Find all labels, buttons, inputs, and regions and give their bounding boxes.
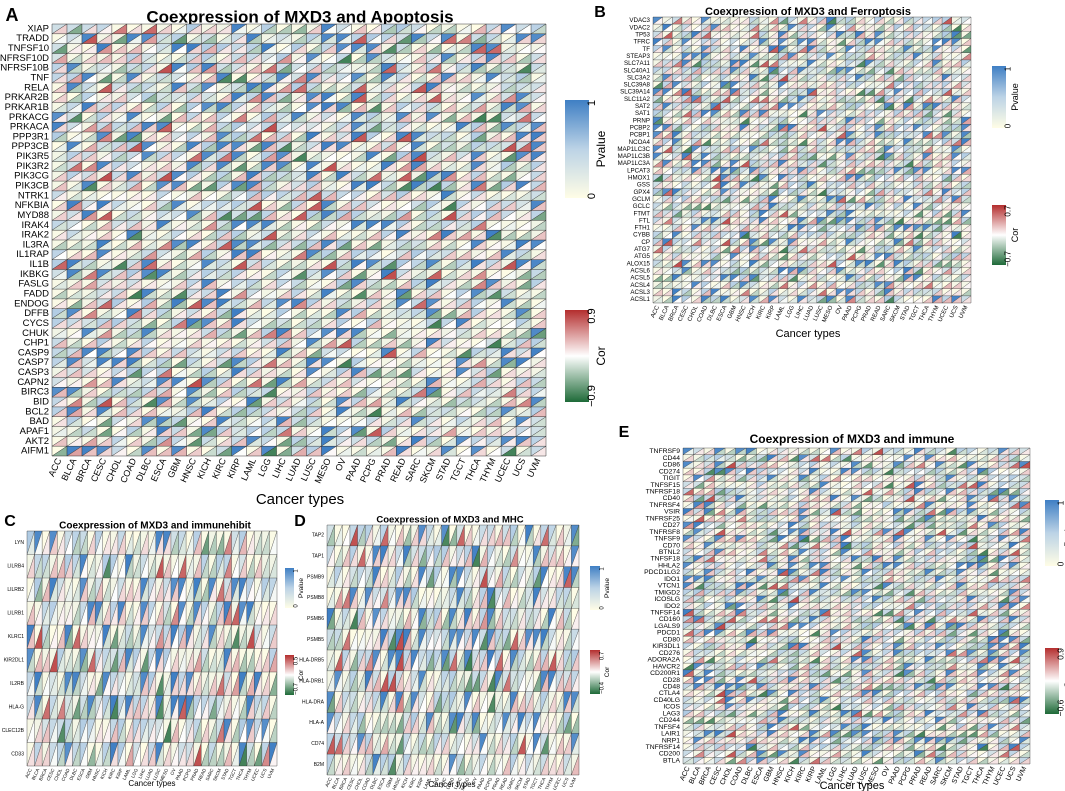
panel-b-letter: B [594, 4, 606, 21]
panel-a-legend-pvalue-max: 1 [586, 100, 598, 106]
panel-b-title: Coexpression of MXD3 and Ferroptosis [705, 6, 911, 18]
cell-pvalue [126, 122, 142, 132]
cell-pvalue [126, 63, 142, 74]
panel-a: A Coexpression of MXD3 and Apoptosis XIAPT… [0, 5, 608, 508]
panel-a-xlabel: Cancer types [256, 491, 344, 508]
panel-a-legend-pvalue-min: 0 [586, 193, 598, 199]
panel-a-gene-labels: XIAPTRADDTNFSF10TNFRSF10DTNFRSF10BTNFREL… [0, 23, 50, 456]
panel-a-title: Coexpression of MXD3 and Apoptosis [146, 7, 453, 26]
category-label: OV [333, 457, 348, 473]
panel-b: B Coexpression of MXD3 and FerroptosisVDA… [594, 4, 1020, 340]
category-label: UVM [525, 457, 543, 479]
panel-a-legend-cor-title: Cor [594, 346, 608, 365]
panel-a-legend-pvalue-title: Pvalue [594, 130, 608, 167]
panel-a-category-labels: ACCBLCABRCACESCCHOLCOADDLBCESCAGBMHNSCKI… [46, 456, 542, 485]
panel-a-legend-cor-max: 0.9 [586, 308, 598, 323]
cell-pvalue [126, 92, 142, 103]
panel-a-legend-cor-min: −0.9 [586, 385, 598, 407]
gene-label: AIFM1 [21, 446, 49, 457]
panel-a-letter: A [6, 5, 19, 25]
panel-a-legend-pvalue-bar [565, 100, 589, 198]
